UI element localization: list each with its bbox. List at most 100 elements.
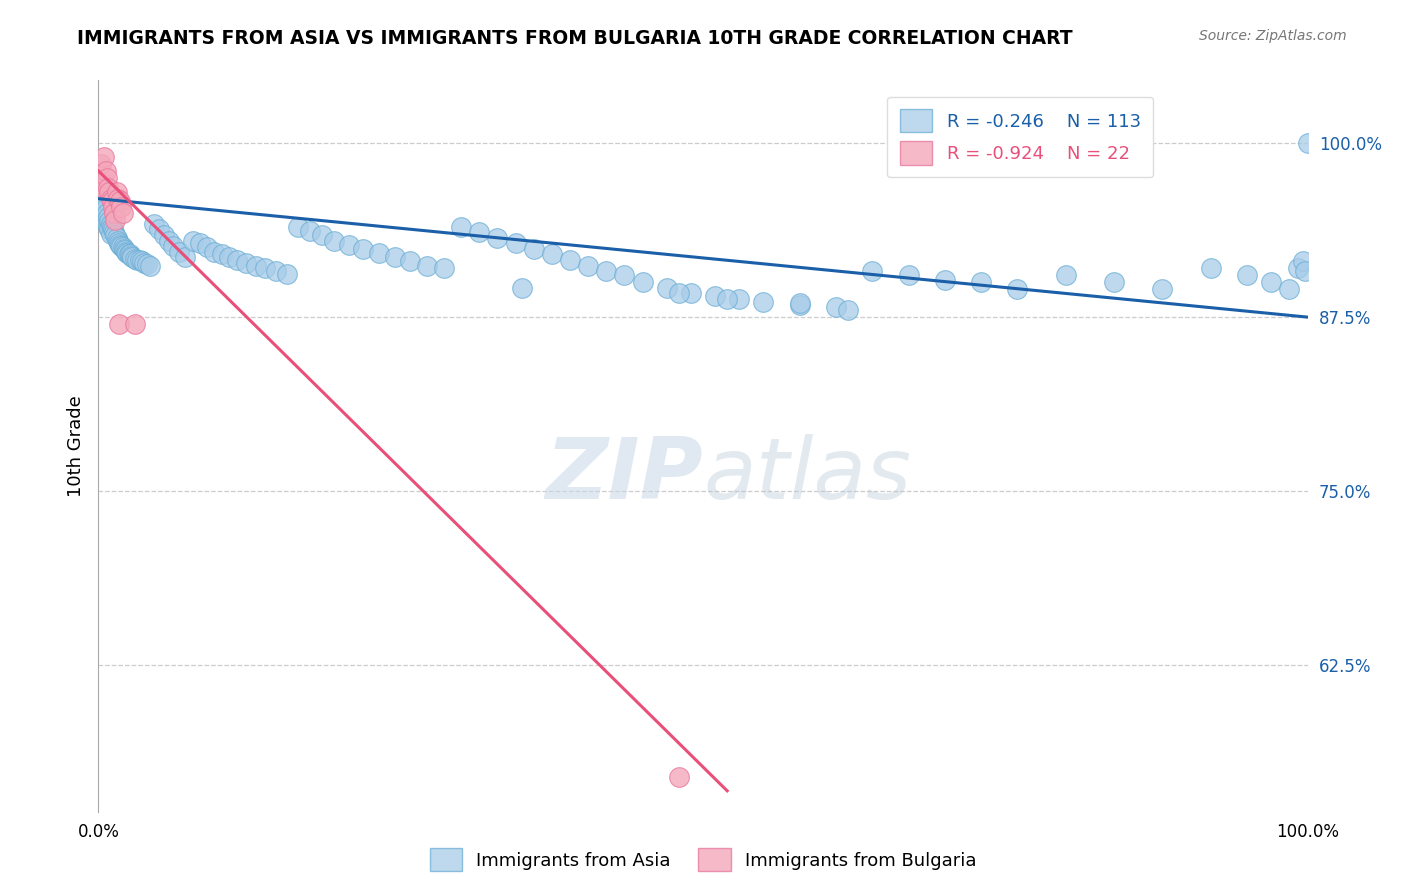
Point bbox=[276, 267, 298, 281]
Point bbox=[595, 264, 617, 278]
Point bbox=[100, 227, 122, 241]
Point bbox=[96, 170, 118, 185]
Point bbox=[523, 242, 546, 256]
Point bbox=[450, 219, 472, 234]
Point bbox=[104, 212, 127, 227]
Point bbox=[124, 317, 146, 331]
Point bbox=[789, 297, 811, 311]
Point bbox=[226, 252, 249, 267]
Point bbox=[105, 185, 128, 199]
Point bbox=[1292, 254, 1315, 268]
Point bbox=[108, 236, 131, 251]
Point bbox=[91, 192, 114, 206]
Point bbox=[143, 217, 166, 231]
Point bbox=[118, 247, 141, 261]
Legend: Immigrants from Asia, Immigrants from Bulgaria: Immigrants from Asia, Immigrants from Bu… bbox=[422, 841, 984, 879]
Point bbox=[91, 199, 114, 213]
Point bbox=[100, 192, 122, 206]
Point bbox=[91, 180, 114, 194]
Point bbox=[135, 257, 157, 271]
Point bbox=[505, 236, 527, 251]
Point bbox=[96, 205, 118, 219]
Point bbox=[752, 294, 775, 309]
Text: ZIP: ZIP bbox=[546, 434, 703, 516]
Point bbox=[716, 292, 738, 306]
Text: Source: ZipAtlas.com: Source: ZipAtlas.com bbox=[1199, 29, 1347, 43]
Point bbox=[235, 256, 257, 270]
Point bbox=[91, 175, 114, 189]
Point bbox=[384, 250, 406, 264]
Point bbox=[118, 247, 141, 261]
Point bbox=[110, 200, 132, 214]
Point bbox=[211, 247, 233, 261]
Point bbox=[254, 261, 277, 276]
Point bbox=[107, 234, 129, 248]
Point bbox=[152, 227, 174, 242]
Point bbox=[104, 227, 127, 242]
Point bbox=[157, 234, 180, 248]
Point bbox=[970, 275, 993, 289]
Point bbox=[121, 250, 143, 264]
Text: atlas: atlas bbox=[703, 434, 911, 516]
Point bbox=[93, 209, 115, 223]
Point bbox=[368, 246, 391, 260]
Point bbox=[510, 281, 533, 295]
Point bbox=[668, 286, 690, 301]
Point bbox=[90, 157, 112, 171]
Point bbox=[352, 242, 374, 256]
Legend: R = -0.246    N = 113, R = -0.924    N = 22: R = -0.246 N = 113, R = -0.924 N = 22 bbox=[887, 96, 1153, 178]
Point bbox=[111, 205, 134, 219]
Point bbox=[108, 194, 131, 209]
Point bbox=[1260, 275, 1282, 289]
Point bbox=[93, 197, 115, 211]
Point bbox=[101, 222, 124, 236]
Point bbox=[103, 225, 125, 239]
Point bbox=[90, 185, 112, 199]
Point bbox=[1286, 261, 1309, 276]
Point bbox=[825, 301, 848, 315]
Point bbox=[399, 254, 422, 268]
Point bbox=[108, 237, 131, 252]
Point bbox=[100, 219, 122, 234]
Point bbox=[1199, 261, 1222, 276]
Point bbox=[181, 234, 204, 248]
Point bbox=[1007, 282, 1029, 296]
Point bbox=[131, 254, 153, 268]
Point bbox=[540, 247, 562, 261]
Point bbox=[264, 264, 287, 278]
Point bbox=[311, 227, 333, 242]
Point bbox=[148, 222, 170, 236]
Point bbox=[128, 252, 150, 267]
Point bbox=[728, 292, 751, 306]
Point bbox=[668, 770, 690, 784]
Point bbox=[162, 239, 184, 253]
Point bbox=[90, 194, 112, 209]
Point bbox=[934, 272, 956, 286]
Point bbox=[124, 252, 146, 266]
Point bbox=[94, 214, 117, 228]
Point bbox=[860, 264, 883, 278]
Point bbox=[127, 252, 149, 267]
Point bbox=[134, 256, 156, 270]
Point bbox=[1152, 282, 1174, 296]
Point bbox=[1054, 268, 1077, 283]
Point bbox=[218, 250, 240, 264]
Point bbox=[94, 202, 117, 216]
Point bbox=[679, 286, 702, 301]
Point bbox=[1236, 268, 1258, 283]
Point bbox=[93, 150, 115, 164]
Point bbox=[245, 259, 267, 273]
Point bbox=[117, 246, 139, 260]
Point bbox=[91, 205, 114, 219]
Point bbox=[101, 200, 124, 214]
Point bbox=[169, 244, 191, 259]
Point bbox=[112, 242, 135, 256]
Point bbox=[576, 259, 599, 273]
Point bbox=[100, 217, 122, 231]
Point bbox=[97, 210, 120, 224]
Point bbox=[433, 261, 456, 276]
Point bbox=[1296, 136, 1319, 150]
Point bbox=[655, 281, 678, 295]
Point bbox=[103, 205, 125, 219]
Point bbox=[108, 317, 131, 331]
